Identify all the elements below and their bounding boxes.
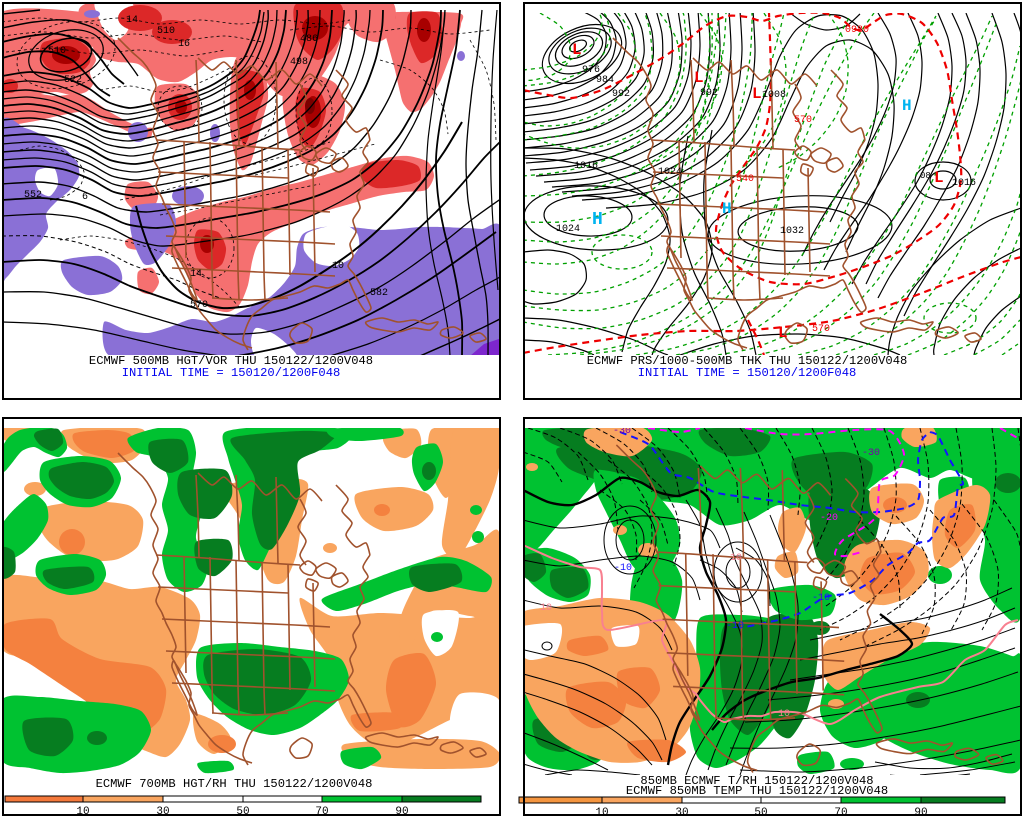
svg-text:90: 90 — [395, 806, 408, 818]
svg-text:984: 984 — [596, 75, 614, 86]
svg-text:522: 522 — [64, 75, 82, 86]
svg-text:-20: -20 — [820, 513, 838, 524]
svg-text:L: L — [934, 169, 944, 187]
svg-text:50: 50 — [754, 807, 767, 819]
svg-text:16: 16 — [178, 39, 190, 50]
svg-text:50: 50 — [236, 806, 249, 818]
svg-text:ECMWF 850MB TEMP THU 150122/12: ECMWF 850MB TEMP THU 150122/1200V048 — [626, 784, 888, 798]
svg-text:10: 10 — [595, 807, 608, 819]
svg-text:14: 14 — [190, 269, 202, 280]
svg-text:30: 30 — [675, 807, 688, 819]
svg-text:540: 540 — [736, 174, 754, 185]
svg-text:ECMWF 500MB HGT/VOR THU 150122: ECMWF 500MB HGT/VOR THU 150122/1200V048 — [89, 354, 373, 368]
svg-text:H: H — [722, 200, 732, 218]
svg-text:INITIAL TIME = 150120/1200F048: INITIAL TIME = 150120/1200F048 — [122, 366, 341, 380]
svg-text:H: H — [592, 210, 603, 230]
svg-text:1024: 1024 — [658, 167, 682, 178]
svg-text:90: 90 — [914, 807, 927, 819]
svg-text:1032: 1032 — [780, 226, 804, 237]
svg-text:582: 582 — [370, 288, 388, 299]
svg-text:10: 10 — [76, 806, 89, 818]
svg-text:570: 570 — [812, 324, 830, 335]
svg-text:1008: 1008 — [762, 90, 786, 101]
svg-text:976: 976 — [582, 65, 600, 76]
svg-text:486: 486 — [300, 34, 318, 45]
svg-text:10: 10 — [332, 261, 344, 272]
svg-text:-30: -30 — [862, 448, 880, 459]
svg-text:992: 992 — [612, 89, 630, 100]
svg-text:10: 10 — [540, 603, 552, 614]
svg-text:H: H — [902, 97, 912, 115]
svg-text:08: 08 — [920, 171, 931, 181]
svg-text:-10: -10 — [614, 563, 632, 574]
svg-text:992: 992 — [700, 88, 718, 99]
svg-text:-10: -10 — [812, 593, 830, 604]
svg-text:14: 14 — [126, 15, 138, 26]
svg-text:L: L — [694, 69, 704, 87]
svg-text:1016: 1016 — [574, 161, 598, 172]
svg-text:L: L — [572, 41, 582, 59]
svg-text:L: L — [752, 85, 762, 103]
svg-text:ECMWF PRS/1000-500MB THK THU 1: ECMWF PRS/1000-500MB THK THU 150122/1200… — [587, 354, 908, 368]
svg-text:1024: 1024 — [556, 224, 580, 235]
svg-text:-30: -30 — [613, 426, 631, 437]
svg-text:70: 70 — [315, 806, 328, 818]
svg-text:510: 510 — [157, 26, 175, 37]
svg-text:510: 510 — [48, 46, 66, 57]
svg-text:ECMWF 700MB HGT/RH THU 150122/: ECMWF 700MB HGT/RH THU 150122/1200V048 — [96, 777, 373, 791]
svg-text:0980: 0980 — [845, 25, 869, 36]
svg-text:1016: 1016 — [952, 178, 976, 189]
svg-text:570: 570 — [190, 300, 208, 311]
svg-text:850MB ECMWF T/RH 150122/1200V0: 850MB ECMWF T/RH 150122/1200V048 — [640, 774, 873, 788]
svg-text:L: L — [778, 324, 788, 342]
svg-text:10: 10 — [778, 709, 790, 720]
svg-text:10: 10 — [730, 553, 742, 564]
svg-text:498: 498 — [290, 57, 308, 68]
svg-text:552: 552 — [24, 190, 42, 201]
svg-text:30: 30 — [156, 806, 169, 818]
svg-text:-10: -10 — [726, 621, 744, 632]
svg-text:570: 570 — [794, 115, 812, 126]
svg-text:70: 70 — [834, 807, 847, 819]
svg-text:INITIAL TIME = 150120/1200F048: INITIAL TIME = 150120/1200F048 — [638, 366, 857, 380]
svg-text:6: 6 — [82, 192, 88, 203]
